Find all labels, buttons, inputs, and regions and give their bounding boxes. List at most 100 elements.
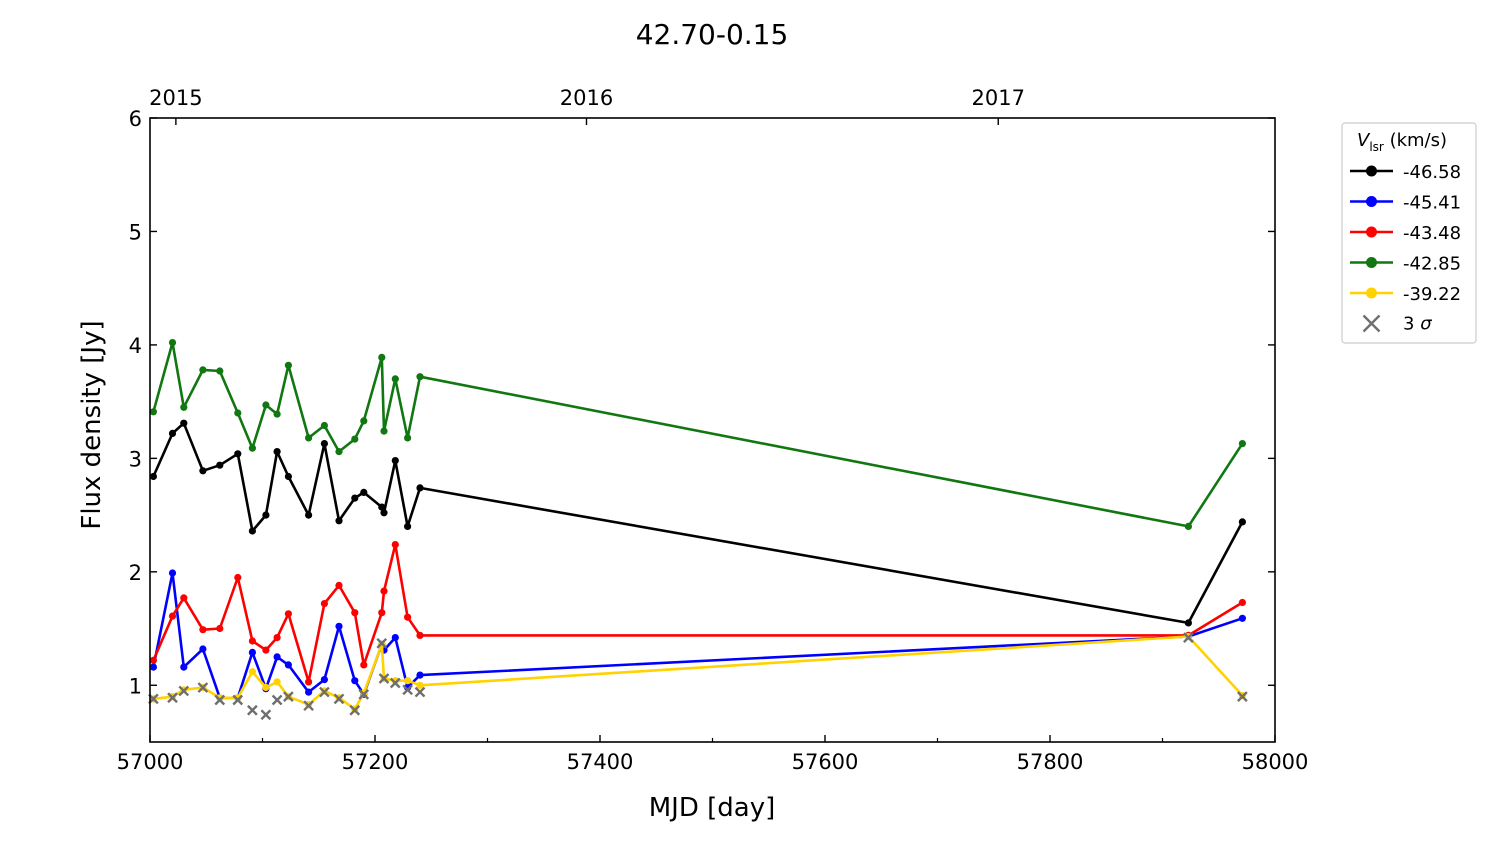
- legend-marker: [1366, 196, 1377, 207]
- legend-marker: [1366, 165, 1377, 177]
- data-point: [248, 668, 256, 676]
- data-point: [305, 434, 313, 442]
- x-tick-label: 57800: [1017, 750, 1084, 774]
- data-point: [180, 594, 188, 602]
- series-line: [152, 543, 1244, 684]
- data-point: [284, 472, 292, 481]
- data-point: [360, 661, 368, 669]
- data-point: [404, 434, 412, 442]
- limit-marker: [214, 694, 226, 706]
- data-point: [305, 511, 313, 519]
- data-point: [284, 361, 292, 369]
- data-point: [305, 678, 313, 686]
- data-point: [380, 587, 388, 595]
- data-point: [199, 626, 207, 634]
- data-point: [416, 681, 424, 689]
- data-point: [1238, 518, 1246, 526]
- data-point: [273, 634, 281, 642]
- x-axis-label: MJD [day]: [649, 793, 776, 823]
- data-point: [416, 484, 424, 492]
- legend-label: -46.58: [1403, 162, 1461, 183]
- series-line: [152, 341, 1244, 528]
- upper-limit-markers: [148, 632, 1248, 721]
- data-point: [335, 581, 343, 590]
- x-tick-label: 58000: [1242, 750, 1309, 774]
- legend-marker: [1366, 226, 1377, 238]
- legend-label: -45.41: [1403, 193, 1461, 214]
- series-line: [152, 571, 1243, 700]
- data-point: [199, 366, 207, 374]
- y-axis-label: Flux density [Jy]: [77, 320, 107, 529]
- data-point: [180, 419, 188, 427]
- data-point: [248, 648, 256, 657]
- legend-item--45.41: -45.41: [1350, 193, 1461, 214]
- data-point: [335, 448, 343, 456]
- series--46.58: [149, 419, 1246, 627]
- data-point: [305, 688, 313, 696]
- data-point: [248, 527, 256, 535]
- data-point: [262, 683, 270, 692]
- data-point: [404, 613, 412, 621]
- limit-marker: [349, 704, 361, 716]
- chart-title: 42.70-0.15: [636, 18, 789, 51]
- axis-ticks: 57000 57200 57400 57600 57800 58000 1 2 3 4 5 6 2015…: [117, 86, 1309, 774]
- data-point: [1184, 522, 1192, 531]
- data-point: [149, 472, 157, 481]
- data-point: [380, 509, 388, 517]
- data-point: [216, 367, 224, 375]
- limit-marker: [402, 684, 413, 696]
- data-point: [351, 494, 359, 502]
- y-tick-label: 2: [129, 561, 142, 585]
- y-tick-label: 6: [129, 107, 142, 131]
- legend-item--39.22: -39.22: [1350, 284, 1461, 305]
- limit-marker: [260, 709, 272, 721]
- data-point: [168, 429, 177, 437]
- series--39.22: [149, 632, 1246, 713]
- x-tick-label: 57400: [567, 750, 634, 774]
- limit-marker: [167, 692, 178, 704]
- limit-marker: [197, 682, 209, 693]
- data-point: [284, 661, 292, 669]
- data-point: [149, 663, 157, 671]
- series-line: [153, 635, 1244, 711]
- legend-label: 3 σ: [1403, 314, 1432, 335]
- data-point: [378, 609, 386, 617]
- series--43.48: [149, 541, 1246, 686]
- y-tick-label: 5: [129, 220, 142, 244]
- data-point: [199, 467, 207, 475]
- limit-marker: [303, 700, 314, 712]
- data-point: [248, 637, 256, 645]
- data-point: [216, 624, 224, 633]
- legend-items: -46.58 -45.41 -43.48 -42.85 -39.22 3 σ: [1350, 162, 1461, 335]
- legend-label: -39.22: [1403, 284, 1461, 305]
- data-point: [168, 612, 177, 620]
- data-point: [360, 488, 368, 496]
- data-point: [168, 339, 177, 347]
- data-point: [391, 457, 399, 465]
- data-point: [416, 631, 424, 640]
- data-point: [1238, 598, 1246, 607]
- limit-marker: [376, 637, 388, 649]
- data-point: [391, 634, 399, 642]
- data-point: [273, 410, 281, 418]
- top-year-label: 2015: [149, 86, 202, 110]
- data-point: [335, 517, 343, 525]
- data-point: [351, 609, 359, 617]
- legend: Vlsr (km/s) -46.58 -45.41 -43.48 -42.85 -39.…: [1341, 122, 1477, 344]
- series-line: [152, 421, 1244, 625]
- data-point: [320, 676, 328, 684]
- legend-title: Vlsr (km/s): [1357, 130, 1447, 154]
- series--42.85: [149, 339, 1246, 531]
- data-point: [216, 461, 224, 469]
- data-point: [273, 678, 281, 686]
- data-point: [378, 503, 386, 511]
- data-point: [351, 677, 359, 685]
- legend-marker: [1366, 257, 1377, 268]
- x-tick-label: 57000: [117, 750, 184, 774]
- legend-item--42.85: -42.85: [1350, 254, 1461, 275]
- data-point: [248, 444, 256, 452]
- legend-item--46.58: -46.58: [1350, 162, 1461, 183]
- legend-label: -42.85: [1403, 254, 1461, 275]
- legend-marker: [1366, 287, 1377, 299]
